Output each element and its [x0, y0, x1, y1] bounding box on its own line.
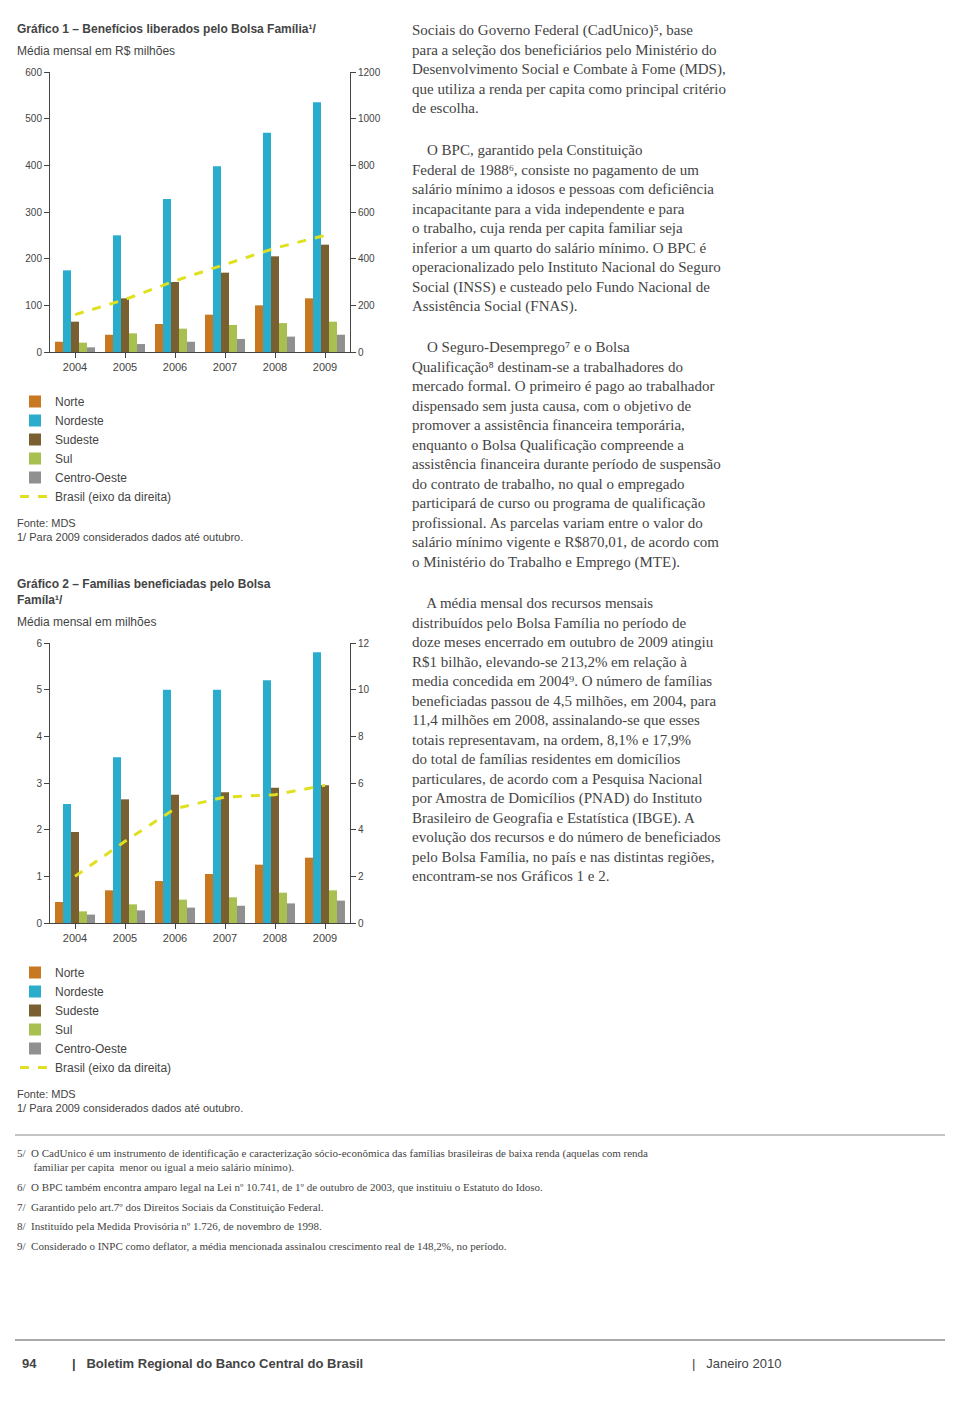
svg-text:A média mensal dos recursos me: A média mensal dos recursos mensaisdistr… — [412, 595, 721, 884]
svg-text:Sociais do Governo Federal (Ca: Sociais do Governo Federal (CadUnico)⁵, … — [412, 22, 726, 116]
svg-text:400: 400 — [358, 253, 375, 264]
svg-text:Norte: Norte — [55, 966, 85, 980]
svg-text:200: 200 — [358, 300, 375, 311]
svg-text:Nordeste: Nordeste — [55, 985, 104, 999]
svg-text:2: 2 — [358, 871, 364, 882]
svg-text:9/ Considerado o INPC como de: 9/ Considerado o INPC como deflator, a m… — [17, 1240, 507, 1252]
svg-text:400: 400 — [25, 160, 42, 171]
svg-text:0: 0 — [36, 918, 42, 929]
svg-text:Norte: Norte — [55, 395, 85, 409]
svg-text:Sul: Sul — [55, 452, 72, 466]
svg-text:12: 12 — [358, 638, 370, 649]
svg-text:2006: 2006 — [163, 932, 187, 944]
svg-text:6: 6 — [358, 778, 364, 789]
svg-text:8/ Instituído pela Medida Pro: 8/ Instituído pela Medida Provisória nº … — [17, 1220, 322, 1232]
svg-text:200: 200 — [25, 253, 42, 264]
svg-text:800: 800 — [358, 160, 375, 171]
svg-text:2007: 2007 — [213, 361, 237, 373]
svg-text:2006: 2006 — [163, 361, 187, 373]
svg-text:6/ O BPC também encontra ampa: 6/ O BPC também encontra amparo legal na… — [17, 1181, 543, 1193]
svg-text:Centro-Oeste: Centro-Oeste — [55, 471, 127, 485]
svg-text:4: 4 — [358, 824, 364, 835]
svg-text:Sul: Sul — [55, 1023, 72, 1037]
svg-text:6: 6 — [36, 638, 42, 649]
svg-text:Gráfico 2 – Famílias beneficia: Gráfico 2 – Famílias beneficiadas pelo B… — [17, 577, 271, 607]
svg-text:O Seguro-Desemprego⁷ e o Bolsa: O Seguro-Desemprego⁷ e o BolsaQualificaç… — [412, 339, 721, 571]
svg-text:Fonte: MDS1/ Para 2009 conside: Fonte: MDS1/ Para 2009 considerados dado… — [17, 1088, 243, 1114]
svg-text:600: 600 — [358, 207, 375, 218]
svg-text:1: 1 — [36, 871, 42, 882]
svg-text:Sudeste: Sudeste — [55, 1004, 99, 1018]
svg-text:2007: 2007 — [213, 932, 237, 944]
svg-text:0: 0 — [358, 347, 364, 358]
svg-text:0: 0 — [36, 347, 42, 358]
svg-text:| Janeiro 2010: | Janeiro 2010 — [692, 1356, 781, 1371]
svg-text:Fonte: MDS1/ Para 2009 conside: Fonte: MDS1/ Para 2009 considerados dado… — [17, 517, 243, 543]
svg-text:1000: 1000 — [358, 113, 381, 124]
svg-text:Gráfico 1 – Benefícios liberad: Gráfico 1 – Benefícios liberados pelo Bo… — [17, 22, 316, 36]
svg-text:Sudeste: Sudeste — [55, 433, 99, 447]
svg-text:10: 10 — [358, 684, 370, 695]
svg-text:Média mensal em milhões: Média mensal em milhões — [17, 615, 156, 629]
svg-text:2008: 2008 — [263, 932, 287, 944]
svg-text:Média mensal em R$ milhões: Média mensal em R$ milhões — [17, 44, 175, 58]
svg-text:Nordeste: Nordeste — [55, 414, 104, 428]
svg-text:5: 5 — [36, 684, 42, 695]
svg-text:2005: 2005 — [113, 932, 137, 944]
svg-text:| Boletim Regional do Banco: | Boletim Regional do Banco Central do B… — [72, 1356, 363, 1371]
svg-text:Centro-Oeste: Centro-Oeste — [55, 1042, 127, 1056]
svg-text:2005: 2005 — [113, 361, 137, 373]
svg-text:94: 94 — [22, 1356, 37, 1371]
svg-text:O BPC, garantido pela Constitu: O BPC, garantido pela ConstituiçãoFedera… — [412, 142, 721, 315]
svg-text:0: 0 — [358, 918, 364, 929]
svg-text:3: 3 — [36, 778, 42, 789]
svg-text:500: 500 — [25, 113, 42, 124]
svg-text:2: 2 — [36, 824, 42, 835]
svg-text:2009: 2009 — [313, 932, 337, 944]
svg-text:300: 300 — [25, 207, 42, 218]
svg-text:Brasil (eixo da direita): Brasil (eixo da direita) — [55, 490, 171, 504]
svg-text:2008: 2008 — [263, 361, 287, 373]
svg-text:2004: 2004 — [63, 932, 87, 944]
svg-text:7/ Garantido pelo art.7º dos: 7/ Garantido pelo art.7º dos Direitos So… — [17, 1201, 324, 1213]
svg-text:600: 600 — [25, 67, 42, 78]
svg-text:2004: 2004 — [63, 361, 87, 373]
svg-text:5/ O CadUnico é um instrument: 5/ O CadUnico é um instrumento de identi… — [17, 1147, 648, 1174]
svg-text:1200: 1200 — [358, 67, 381, 78]
svg-text:2009: 2009 — [313, 361, 337, 373]
svg-text:100: 100 — [25, 300, 42, 311]
svg-text:4: 4 — [36, 731, 42, 742]
svg-text:8: 8 — [358, 731, 364, 742]
svg-text:Brasil (eixo da direita): Brasil (eixo da direita) — [55, 1061, 171, 1075]
